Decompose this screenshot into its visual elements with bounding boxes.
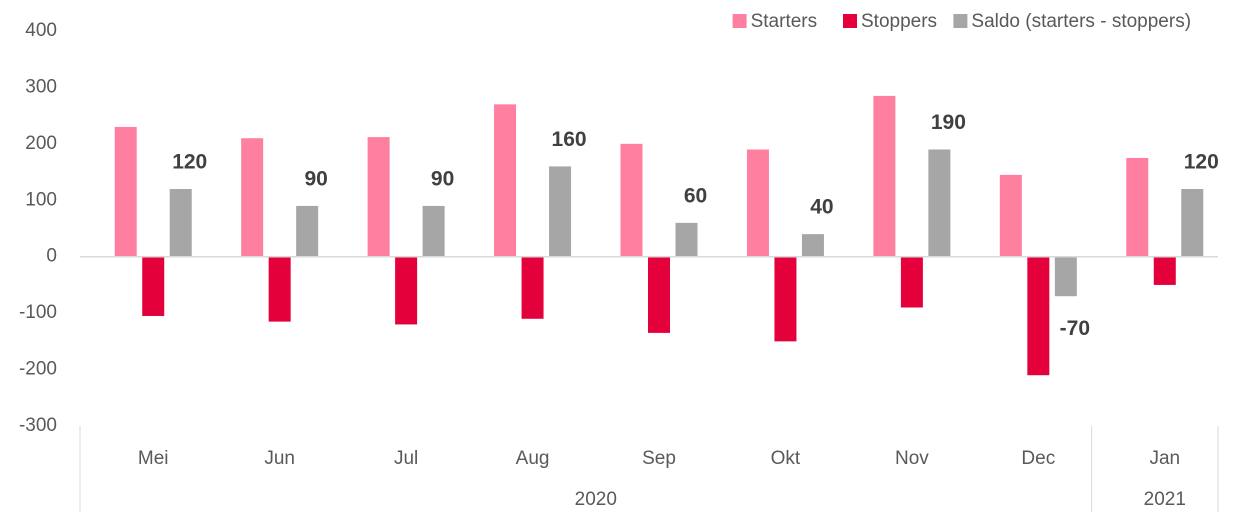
bar <box>494 104 517 257</box>
x-tick-label: Jun <box>264 448 295 469</box>
x-tick-label: Okt <box>771 448 801 469</box>
bar <box>648 256 670 333</box>
y-tick-label: 300 <box>25 76 57 97</box>
bar <box>620 143 643 257</box>
x-tick-label: Aug <box>516 448 550 469</box>
bar <box>142 256 165 316</box>
x-tick-label: Nov <box>895 448 929 469</box>
bar <box>900 256 923 308</box>
bar <box>774 256 797 342</box>
bar <box>422 205 445 257</box>
data-label: 190 <box>931 111 966 134</box>
bar <box>1126 157 1149 257</box>
x-tick-label: Jan <box>1149 448 1180 469</box>
y-tick-label: 0 <box>46 246 57 267</box>
y-tick-label: 100 <box>25 189 57 210</box>
y-tick-label: -200 <box>19 359 57 380</box>
legend-label: Stoppers <box>861 11 937 32</box>
data-label: 120 <box>172 151 207 174</box>
group-label: 2021 <box>1144 489 1186 510</box>
data-label: 40 <box>810 196 833 219</box>
y-tick-label: 400 <box>25 20 57 41</box>
legend-swatch <box>953 14 968 28</box>
x-tick-label: Mei <box>138 448 169 469</box>
bar <box>999 174 1022 257</box>
bar <box>1181 189 1204 257</box>
data-label: -70 <box>1060 317 1090 340</box>
bar <box>395 256 418 325</box>
x-tick-label: Dec <box>1021 448 1055 469</box>
bar <box>873 95 896 257</box>
legend-swatch <box>732 14 747 28</box>
bar <box>1153 256 1176 285</box>
legend-label: Saldo (starters - stoppers) <box>971 11 1191 32</box>
bar <box>1027 256 1050 376</box>
x-tick-label: Sep <box>642 448 676 469</box>
bar <box>675 222 698 257</box>
y-tick-label: -300 <box>19 415 57 436</box>
x-tick-label: Jul <box>394 448 418 469</box>
bar <box>296 205 319 257</box>
data-label: 90 <box>304 167 327 190</box>
bar <box>241 138 264 257</box>
legend-swatch <box>843 14 857 28</box>
data-label: 160 <box>552 128 587 151</box>
y-tick-label: -100 <box>19 302 57 323</box>
y-tick-label: 200 <box>25 133 57 154</box>
bar <box>1054 256 1077 297</box>
group-label: 2020 <box>575 489 617 510</box>
bar <box>114 126 137 257</box>
legend-label: Starters <box>751 11 818 32</box>
bar <box>367 137 390 257</box>
bar <box>549 166 572 257</box>
data-label: 60 <box>684 184 707 207</box>
bar <box>928 149 951 257</box>
data-label: 120 <box>1184 151 1219 174</box>
bar <box>268 256 291 322</box>
bar <box>801 234 824 257</box>
bar <box>746 149 769 257</box>
data-label: 90 <box>431 167 454 190</box>
bar <box>169 189 192 257</box>
bar <box>521 256 544 319</box>
